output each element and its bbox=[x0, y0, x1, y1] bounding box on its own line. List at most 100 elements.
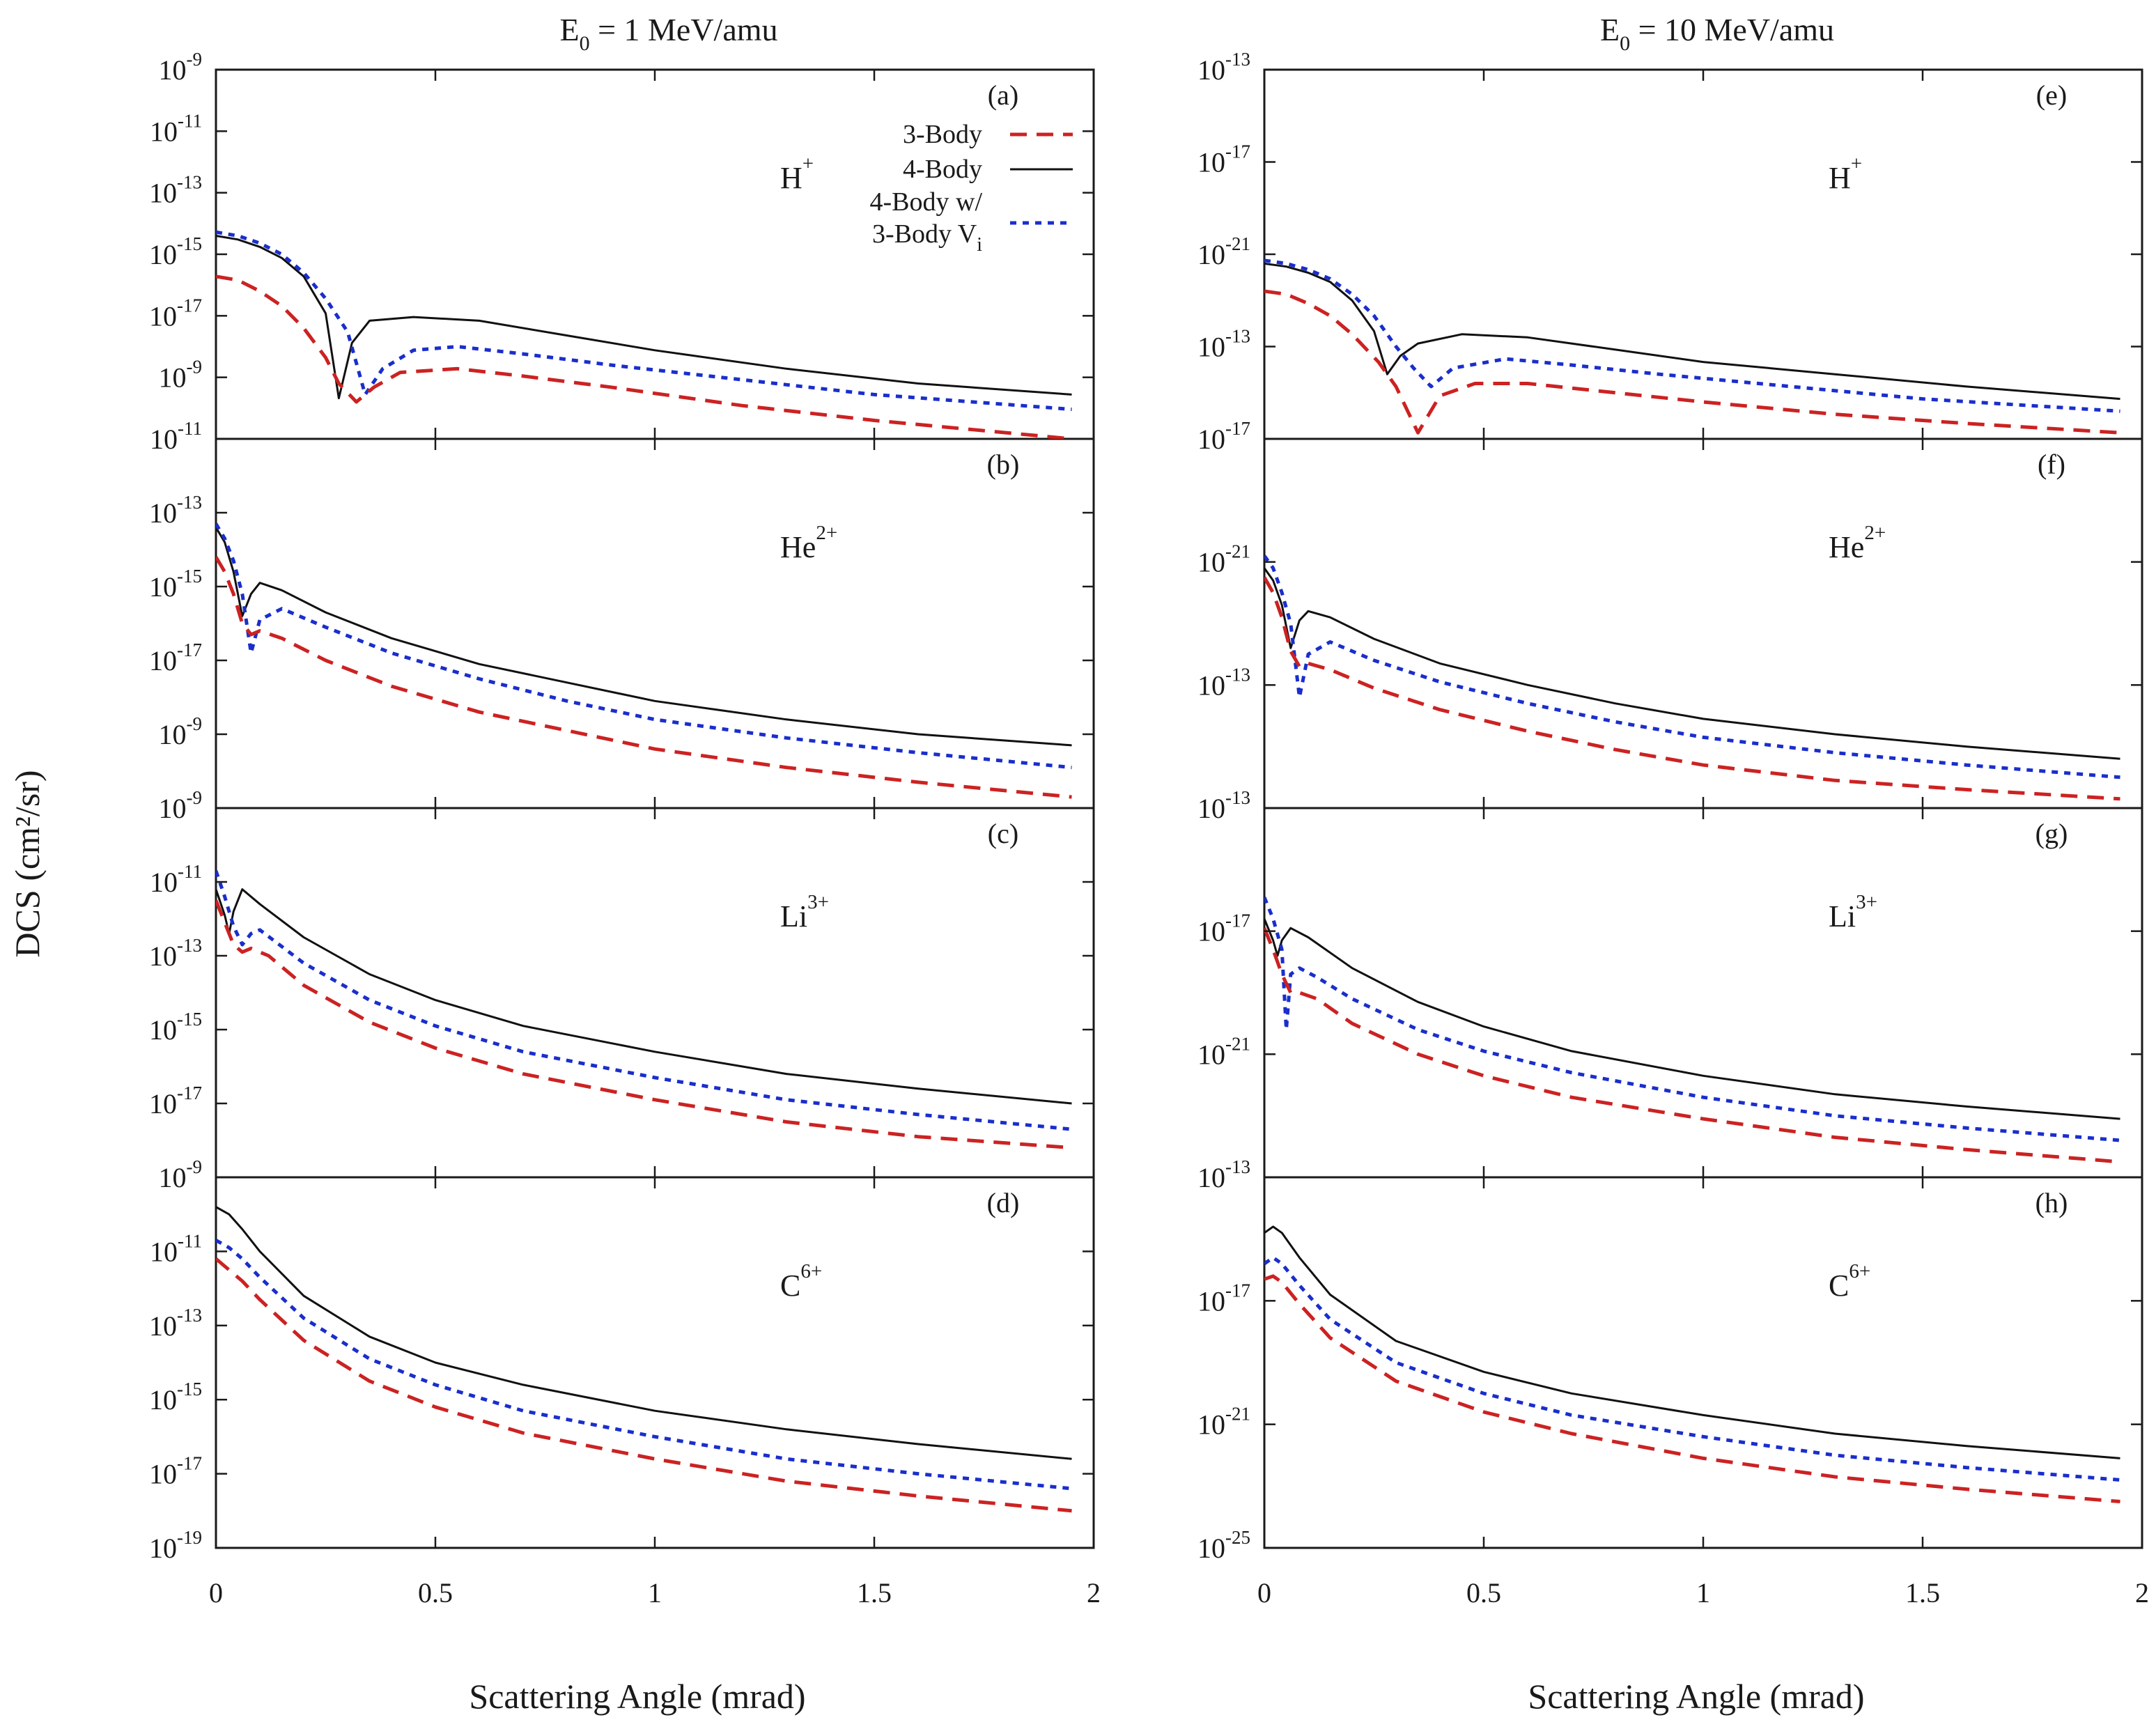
panel-labels: (a) H+ (b) He2+ (c) Li3+ (d) C6+ (e) H+ (f) He2+ (g)… bbox=[780, 79, 2068, 1303]
ytick-label-e: 10-17 bbox=[1197, 141, 1250, 178]
panel-label-c: (c) bbox=[988, 818, 1018, 849]
series-4-body-w-3-body-vi-f bbox=[1264, 555, 2120, 780]
ytick-label-b: 10-9 bbox=[159, 713, 203, 750]
ion-label-h: C6+ bbox=[1829, 1260, 1870, 1303]
ytick-label-g: 10-17 bbox=[1197, 910, 1250, 947]
ytick-label-d: 10-13 bbox=[149, 1305, 202, 1342]
legend-label-2: 4-Body bbox=[903, 155, 982, 184]
ytick-label-a: 10-9 bbox=[159, 357, 203, 394]
ion-label-g: Li3+ bbox=[1829, 891, 1877, 933]
panel-frames bbox=[215, 68, 2143, 1549]
ytick-label-a: 10-15 bbox=[149, 233, 202, 270]
ytick-label-c: 10-17 bbox=[149, 1083, 202, 1119]
ytick-label-d: 10-15 bbox=[149, 1379, 202, 1416]
series-4-body-b bbox=[216, 527, 1072, 747]
legend-label-3b: 3-Body Vi bbox=[872, 219, 982, 256]
series-4-body-w-3-body-vi-c bbox=[216, 870, 1072, 1131]
ytick-label-f: 10-17 bbox=[1197, 418, 1250, 455]
panel-label-h: (h) bbox=[2035, 1187, 2068, 1218]
series-4-body-w-3-body-vi-a bbox=[216, 230, 1072, 412]
panel-frame-c bbox=[215, 807, 1095, 1179]
x-axis-title-left: Scattering Angle (mrad) bbox=[469, 1677, 805, 1716]
series-4-body-w-3-body-vi-e bbox=[1264, 258, 2120, 413]
ytick-label-b: 10-17 bbox=[149, 639, 202, 676]
ytick-label-h: 10-25 bbox=[1197, 1527, 1250, 1564]
column-title-1: E0 = 1 MeV/amu bbox=[559, 12, 777, 55]
ytick-label-c: 10-11 bbox=[150, 861, 202, 898]
xtick-label-d: 1.5 bbox=[857, 1577, 892, 1608]
xtick-label-d: 1 bbox=[648, 1577, 662, 1608]
series-3-body-f bbox=[1264, 576, 2120, 801]
ytick-label-d: 10-9 bbox=[159, 1156, 203, 1193]
panel-label-d: (d) bbox=[987, 1187, 1020, 1218]
ion-label-e: H+ bbox=[1829, 153, 1862, 195]
ytick-label-b: 10-13 bbox=[149, 492, 202, 529]
series-4-body-h bbox=[1264, 1225, 2120, 1459]
ytick-label-a: 10-9 bbox=[159, 49, 203, 86]
ion-label-b: He2+ bbox=[780, 522, 837, 564]
ytick-label-f: 10-21 bbox=[1197, 541, 1250, 578]
ion-label-c: Li3+ bbox=[780, 891, 829, 933]
xtick-label-h: 1.5 bbox=[1905, 1577, 1940, 1608]
xtick-label-h: 2 bbox=[2135, 1577, 2149, 1608]
ytick-label-a: 10-11 bbox=[150, 110, 202, 147]
series-4-body-d bbox=[216, 1206, 1072, 1460]
x-axis-title-right: Scattering Angle (mrad) bbox=[1528, 1677, 1864, 1716]
series-4-body-w-3-body-vi-b bbox=[216, 522, 1072, 770]
data-curves bbox=[216, 230, 2120, 1513]
panel-label-g: (g) bbox=[2035, 818, 2068, 849]
xtick-label-d: 0 bbox=[209, 1577, 223, 1608]
ion-label-d: C6+ bbox=[780, 1260, 822, 1303]
series-4-body-w-3-body-vi-d bbox=[216, 1239, 1072, 1491]
panel-label-e: (e) bbox=[2036, 79, 2067, 111]
curves-h bbox=[1264, 1225, 2120, 1503]
ion-label-f: He2+ bbox=[1829, 522, 1886, 564]
curves-e bbox=[1264, 258, 2120, 435]
ytick-label-c: 10-15 bbox=[149, 1009, 202, 1046]
series-3-body-b bbox=[216, 556, 1072, 799]
panel-label-b: (b) bbox=[987, 449, 1020, 480]
column-titles: E0 = 1 MeV/amu E0 = 10 MeV/amu bbox=[559, 12, 1834, 55]
series-3-body-d bbox=[216, 1257, 1072, 1513]
ytick-label-h: 10-17 bbox=[1197, 1280, 1250, 1317]
series-4-body-w-3-body-vi-h bbox=[1264, 1255, 2120, 1482]
series-4-body-a bbox=[216, 235, 1072, 400]
xtick-label-h: 1 bbox=[1696, 1577, 1710, 1608]
series-3-body-c bbox=[216, 899, 1072, 1150]
legend: 3-Body 4-Body 4-Body w/3-Body Vi bbox=[870, 120, 1073, 256]
xtick-label-h: 0 bbox=[1257, 1577, 1271, 1608]
curves-g bbox=[1264, 897, 2120, 1164]
series-4-body-w-3-body-vi-g bbox=[1264, 897, 2120, 1142]
ion-label-a: H+ bbox=[780, 153, 814, 195]
panel-frame-d bbox=[215, 1176, 1095, 1549]
ytick-label-g: 10-13 bbox=[1197, 787, 1250, 824]
ytick-label-g: 10-21 bbox=[1197, 1033, 1250, 1070]
column-title-2: E0 = 10 MeV/amu bbox=[1600, 12, 1834, 55]
series-3-body-h bbox=[1264, 1274, 2120, 1503]
curves-d bbox=[216, 1206, 1072, 1513]
ytick-label-a: 10-13 bbox=[149, 172, 202, 209]
curves-c bbox=[216, 870, 1072, 1150]
axis-ticks: 10-910-1110-1310-1510-1710-910-1110-1310… bbox=[149, 49, 2149, 1608]
ytick-label-h: 10-21 bbox=[1197, 1404, 1250, 1441]
series-3-body-e bbox=[1264, 289, 2120, 435]
ytick-label-a: 10-17 bbox=[149, 295, 202, 332]
xtick-label-h: 0.5 bbox=[1466, 1577, 1501, 1608]
ytick-label-c: 10-9 bbox=[159, 787, 203, 824]
panel-label-f: (f) bbox=[2038, 449, 2065, 480]
series-3-body-a bbox=[216, 274, 1072, 439]
ytick-label-b: 10-15 bbox=[149, 566, 202, 603]
series-4-body-e bbox=[1264, 262, 2120, 401]
curves-b bbox=[216, 522, 1072, 799]
ytick-label-f: 10-13 bbox=[1197, 664, 1250, 701]
xtick-label-d: 0.5 bbox=[418, 1577, 453, 1608]
ytick-label-b: 10-11 bbox=[150, 418, 202, 455]
curves-f bbox=[1264, 555, 2120, 801]
legend-label-3a: 4-Body w/ bbox=[870, 187, 983, 217]
panel-label-a: (a) bbox=[988, 79, 1018, 111]
series-3-body-g bbox=[1264, 927, 2120, 1164]
series-4-body-f bbox=[1264, 567, 2120, 760]
series-4-body-g bbox=[1264, 918, 2120, 1120]
legend-label-1: 3-Body bbox=[903, 120, 982, 149]
